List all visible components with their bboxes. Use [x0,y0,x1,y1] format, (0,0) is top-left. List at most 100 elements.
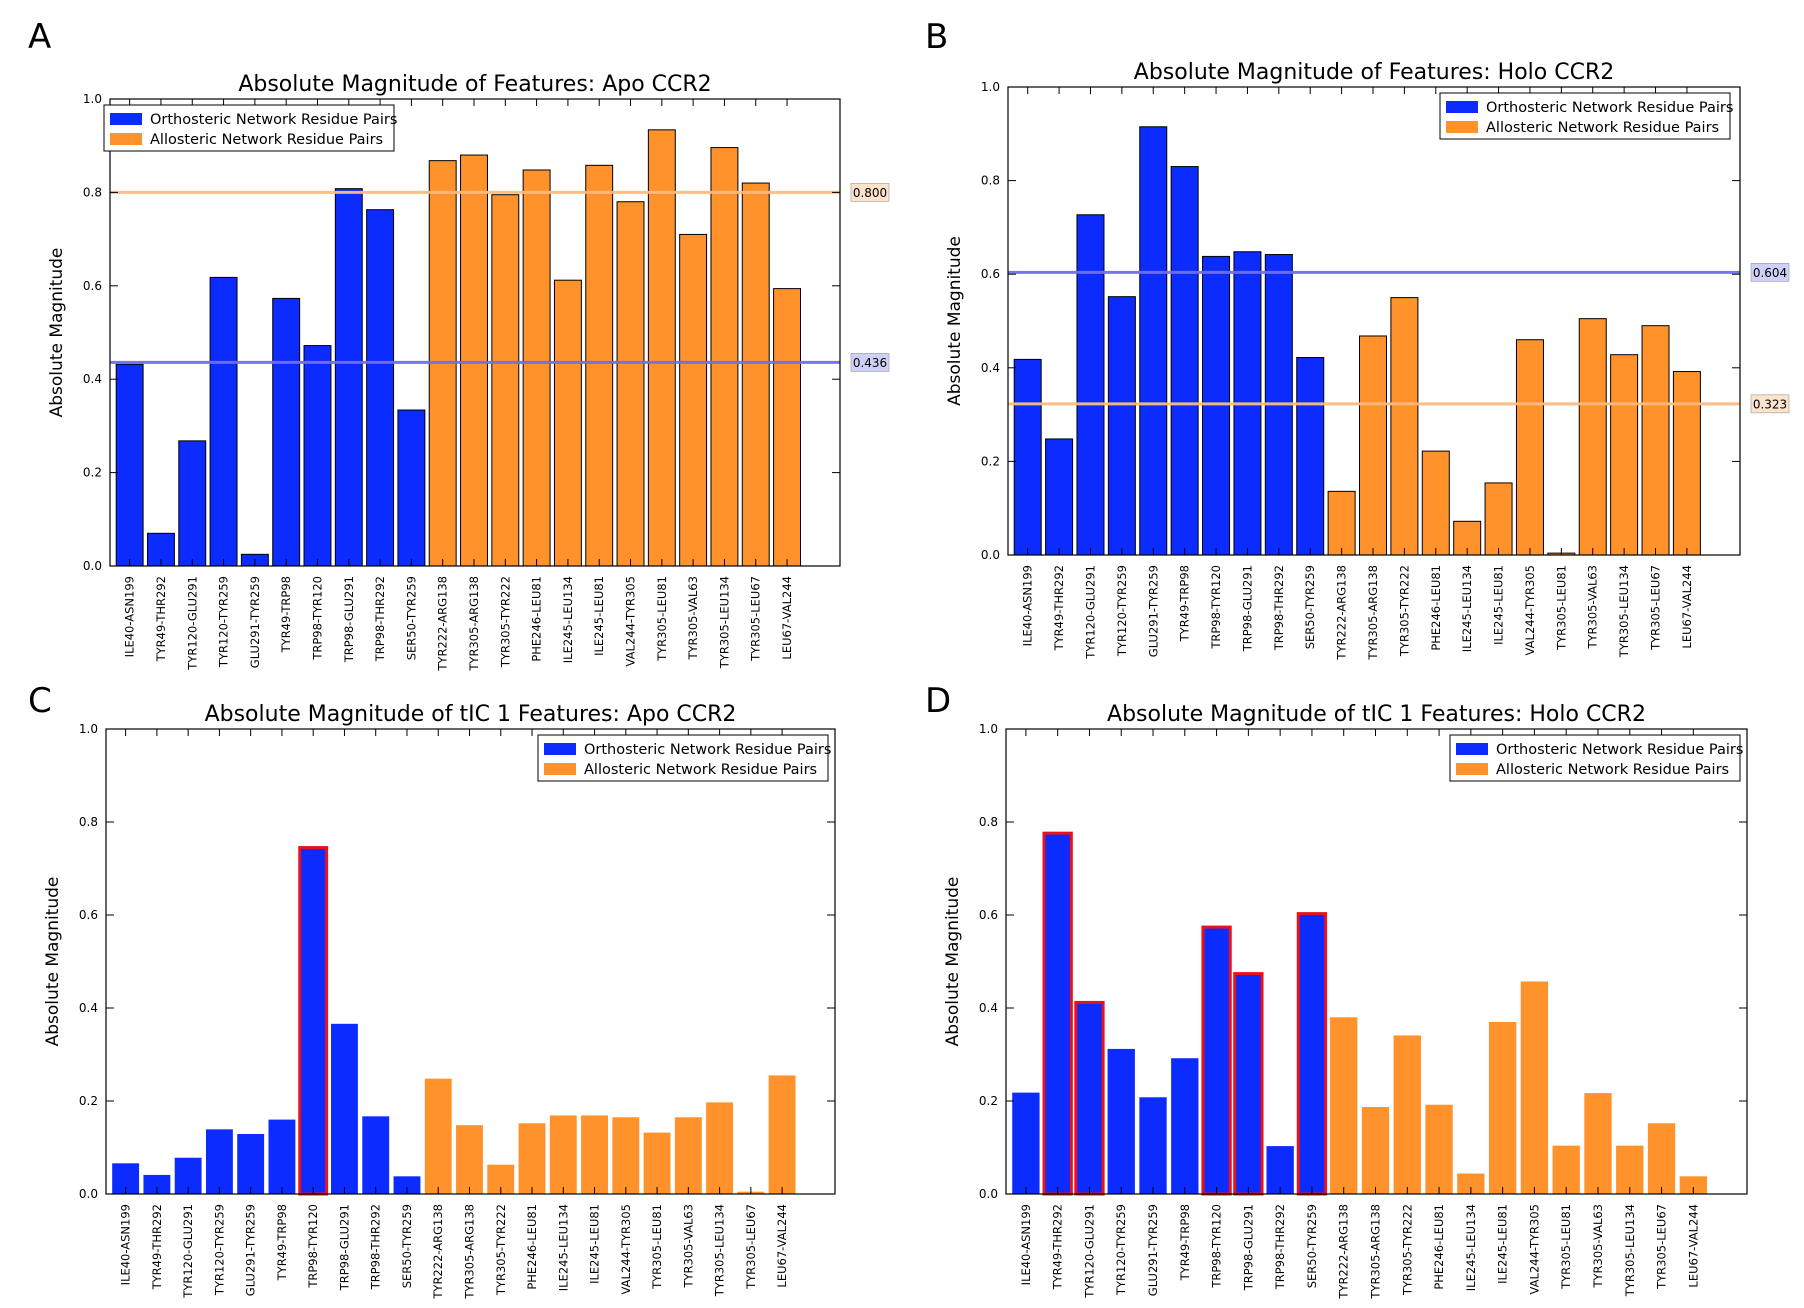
x-tick-label: TYR49-THR292 [150,1204,164,1290]
x-tick-label: TYR305-TYR222 [1397,565,1411,657]
bar-trp98-tyr120 [1201,925,1232,1196]
x-tick-label: TRP98-TYR120 [310,576,324,661]
bar-phe246-leu81 [518,1123,546,1194]
y-axis-label: Absolute Magnitude [945,236,965,406]
x-tick-label: TRP98-GLU291 [1240,565,1254,652]
bar-tyr222-arg138 [424,1078,452,1194]
bar-trp98-tyr120 [303,345,332,567]
bar-tyr120-tyr259 [205,1129,233,1194]
bar-tyr49-thr292 [1045,438,1074,556]
bar-ile40-asn199 [115,363,144,567]
legend: Orthosteric Network Residue Pairs Alloste… [1439,92,1733,140]
bar-tyr305-arg138 [1361,1107,1390,1194]
x-tick-label: TYR305-VAL63 [1591,1204,1605,1289]
x-tick-label: TYR49-TRP98 [1178,1204,1192,1281]
y-tick-label: 0.8 [79,815,98,829]
y-tick-label: 0.6 [83,279,102,293]
x-tick-label: ILE40-ASN199 [119,1204,133,1285]
bar-val244-tyr305 [1515,339,1544,556]
y-tick-label: 0.0 [79,1187,98,1201]
x-tick-label: LEU67-VAL244 [1680,565,1694,649]
x-tick-label: PHE246-LEU81 [525,1204,539,1290]
legend-box [537,734,829,782]
panel-letter-d: D [925,681,951,721]
x-tick-label: SER50-TYR259 [1303,565,1317,649]
bar-tyr120-tyr259 [1107,1048,1135,1194]
bar-tyr305-tyr222 [1390,297,1419,556]
x-tick-label: TYR305-LEU67 [744,1204,758,1290]
x-tick-label: GLU291-TYR259 [1146,565,1160,657]
x-tick-label: TRP98-TYR120 [306,1204,320,1289]
bar-phe246-leu81 [522,169,551,567]
bar-trp98-glu291 [334,188,363,567]
bar-ser50-tyr259 [397,409,426,567]
legend-swatch [544,743,576,755]
x-tick-label: TRP98-GLU291 [337,1204,351,1291]
bar-leu67-val244 [773,288,802,567]
x-tick-label: TYR222-ARG138 [1335,565,1349,661]
bar-trp98-tyr120 [1202,255,1231,556]
bar-tyr305-leu134 [710,147,739,567]
x-tick-label: TYR222-ARG138 [436,576,450,672]
bar-tyr305-val63 [1578,318,1607,556]
x-tick-label: TYR305-VAL63 [681,1204,695,1289]
x-tick-label: SER50-TYR259 [404,576,418,660]
legend-label: Allosteric Network Residue Pairs [150,132,383,148]
bar-tyr222-arg138 [1330,1017,1358,1194]
x-tick-label: LEU67-VAL244 [1686,1204,1700,1288]
x-tick-label: ILE245-LEU81 [1496,1204,1510,1284]
plot-frame [1007,86,1741,556]
y-tick-label: 1.0 [981,80,1000,94]
chart-title: Absolute Magnitude of Features: Holo CCR… [1134,60,1614,85]
bars [1013,126,1701,556]
plot-frame [109,98,841,567]
x-tick-label: TYR305-LEU67 [1649,565,1663,651]
x-tick-label: SER50-TYR259 [1305,1204,1319,1288]
y-tick-label: 0.4 [981,361,1000,375]
reference-label-box [1750,394,1790,414]
bar-phe246-leu81 [1421,450,1450,556]
y-tick-label: 0.2 [981,454,1000,468]
legend-box [103,104,395,152]
bar-trp98-glu291 [1233,972,1264,1196]
bar-trp98-thr292 [366,209,395,567]
x-tick-label: ILE40-ASN199 [1021,565,1035,646]
x-tick-label: TYR222-ARG138 [431,1204,445,1300]
bar-ile40-asn199 [1012,1092,1040,1194]
bar-tyr49-thr292 [143,1174,171,1194]
x-tick-label: TRP98-GLU291 [1241,1204,1255,1291]
bar-ile245-leu81 [581,1115,608,1194]
x-tick-label: ILE245-LEU134 [556,1204,570,1291]
bar-tyr305-tyr222 [1393,1035,1421,1194]
legend-label: Allosteric Network Residue Pairs [1496,762,1729,778]
bar-tyr305-val63 [1584,1093,1612,1194]
chart-holo-ccr2: Absolute Magnitude of Features: Holo CCR… [945,60,1790,661]
x-tick-label: TYR120-GLU291 [185,576,199,671]
x-tick-label: TYR49-TRP98 [275,1204,289,1281]
x-tick-label: TYR305-VAL63 [1586,565,1600,650]
legend-box [1449,734,1741,782]
x-tick-label: TYR305-LEU81 [650,1204,664,1290]
bar-trp98-glu291 [331,1023,358,1194]
x-tick-label: TYR305-LEU134 [1623,1204,1637,1297]
reference-label: 0.604 [1753,266,1787,280]
y-tick-label: 0.0 [83,559,102,573]
y-tick-label: 0.8 [979,815,998,829]
bar-ile245-leu134 [553,279,582,567]
y-axis-label: Absolute Magnitude [943,877,963,1047]
legend-label: Orthosteric Network Residue Pairs [1486,100,1733,116]
bar-trp98-thr292 [362,1116,390,1194]
x-tick-label: TYR305-LEU67 [749,576,763,662]
y-tick-label: 1.0 [79,722,98,736]
bar-tyr120-glu291 [1076,214,1105,556]
bar-leu67-val244 [1679,1176,1707,1194]
panel-letter-c: C [28,681,52,721]
legend: Orthosteric Network Residue Pairs Alloste… [537,734,831,782]
x-tick-label: TYR305-ARG138 [1366,565,1380,661]
x-tick-label: LEU67-VAL244 [775,1204,789,1288]
chart-tic1-apo-ccr2: Absolute Magnitude of tIC 1 Features: Ap… [43,702,836,1300]
bar-ile245-leu81 [1488,1021,1517,1194]
x-tick-label: TYR49-THR292 [1051,1204,1065,1290]
x-tick-label: TYR305-LEU81 [1559,1204,1573,1290]
bar-tyr305-leu67 [1647,1123,1676,1194]
